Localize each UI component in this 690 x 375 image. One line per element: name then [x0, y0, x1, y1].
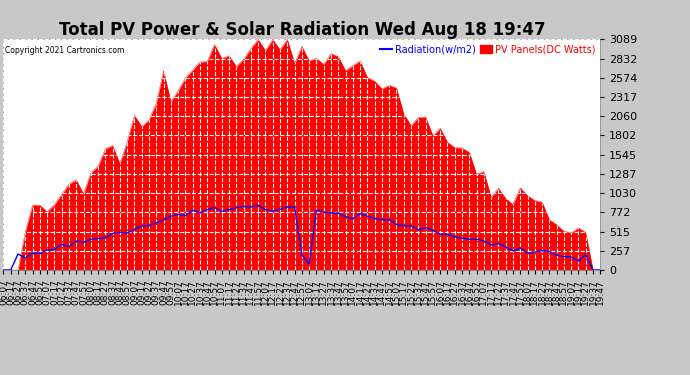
Text: Copyright 2021 Cartronics.com: Copyright 2021 Cartronics.com — [5, 46, 124, 55]
Legend: Radiation(w/m2), PV Panels(DC Watts): Radiation(w/m2), PV Panels(DC Watts) — [380, 44, 595, 54]
Title: Total PV Power & Solar Radiation Wed Aug 18 19:47: Total PV Power & Solar Radiation Wed Aug… — [59, 21, 545, 39]
